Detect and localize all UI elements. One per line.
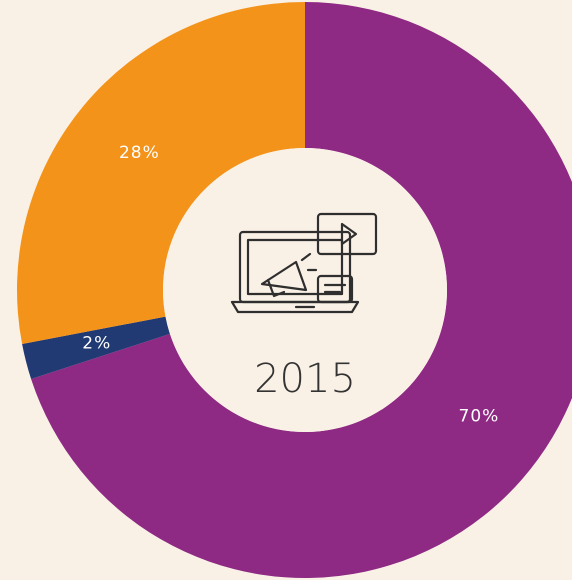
media-icon	[230, 212, 378, 314]
slice	[31, 2, 572, 578]
value-label: 2%	[82, 333, 111, 353]
slice	[22, 316, 170, 379]
slices	[16, 2, 572, 578]
value-label: 28%	[119, 143, 160, 163]
slice	[16, 2, 305, 344]
center-label: 2015	[254, 356, 356, 402]
value-label: 70%	[459, 406, 500, 426]
